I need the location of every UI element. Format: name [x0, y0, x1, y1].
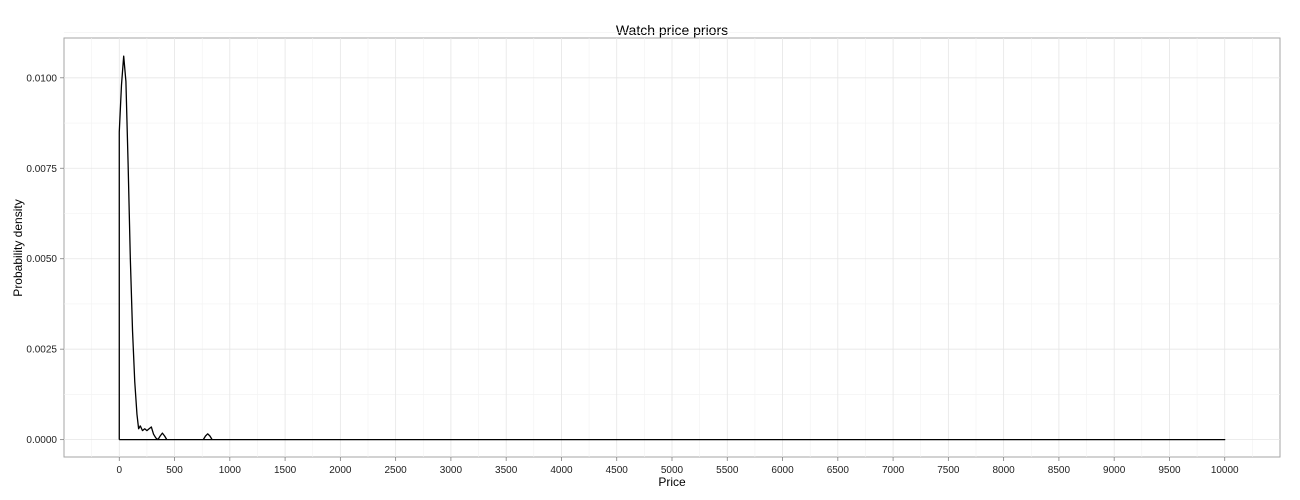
y-axis: 0.0000 0.0025 0.0050 0.0075 0.0100: [26, 73, 64, 446]
x-tick-label: 6000: [771, 465, 794, 476]
x-tick-label: 8500: [1048, 465, 1071, 476]
y-axis-title: Probability density: [11, 199, 25, 296]
x-tick-label: 4000: [550, 465, 573, 476]
x-tick-label: 8000: [993, 465, 1016, 476]
x-tick-label: 0: [116, 465, 122, 476]
x-axis: 0 500 1000 1500 2000 2500 3000 3500 4000 4500 5000…: [116, 457, 1239, 476]
x-tick-label: 500: [166, 465, 183, 476]
x-tick-label: 1500: [274, 465, 297, 476]
x-tick-label: 4500: [606, 465, 629, 476]
x-tick-label: 3000: [440, 465, 463, 476]
x-axis-title: Price: [658, 475, 686, 489]
x-tick-label: 9000: [1103, 465, 1126, 476]
x-tick-label: 10000: [1211, 465, 1239, 476]
y-tick-label: 0.0025: [26, 345, 57, 356]
x-tick-label: 2000: [329, 465, 352, 476]
x-tick-label: 5500: [716, 465, 739, 476]
y-tick-label: 0.0000: [26, 435, 57, 446]
chart-title: Watch price priors: [616, 22, 728, 38]
x-tick-label: 6500: [827, 465, 850, 476]
x-tick-label: 7500: [937, 465, 960, 476]
y-tick-label: 0.0050: [26, 254, 57, 265]
x-tick-label: 3500: [495, 465, 518, 476]
x-tick-label: 9500: [1158, 465, 1181, 476]
y-tick-label: 0.0075: [26, 164, 57, 175]
x-tick-label: 2500: [385, 465, 408, 476]
x-tick-label: 1000: [219, 465, 242, 476]
major-gridlines: [64, 38, 1280, 457]
density-line: [118, 55, 1226, 441]
y-tick-label: 0.0100: [26, 73, 57, 84]
series-layer: [118, 55, 1226, 441]
x-tick-label: 5000: [661, 465, 684, 476]
x-tick-label: 7000: [882, 465, 905, 476]
